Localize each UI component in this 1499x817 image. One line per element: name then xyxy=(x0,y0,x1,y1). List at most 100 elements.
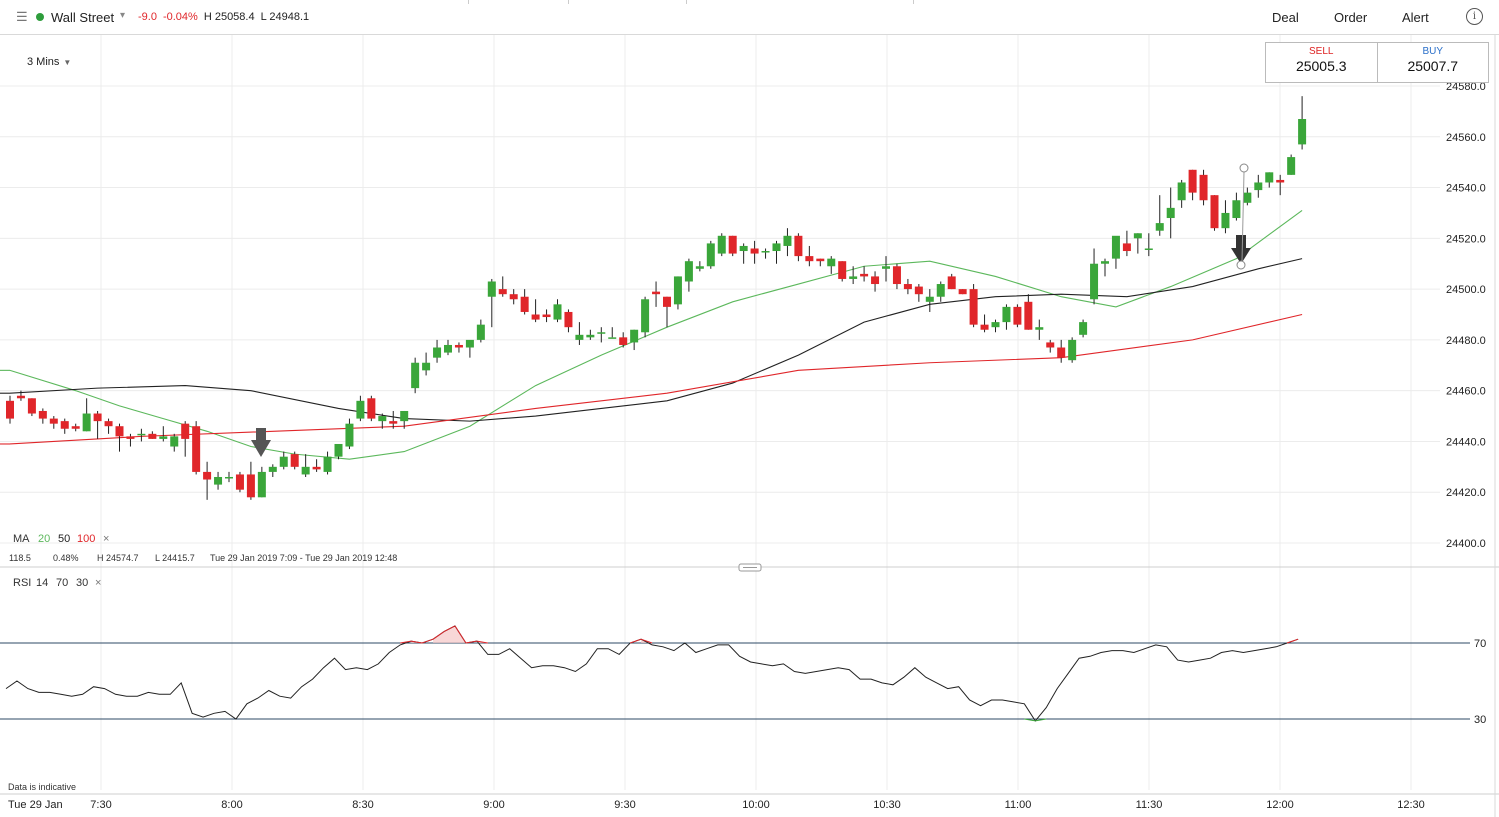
moving-averages xyxy=(0,209,1303,460)
candle-body xyxy=(268,466,277,472)
candle xyxy=(1177,179,1186,208)
rsi-param-14[interactable]: 14 xyxy=(36,577,48,589)
tab-deal[interactable]: Deal xyxy=(1272,10,1299,25)
candle xyxy=(520,289,529,315)
candle xyxy=(1079,319,1088,338)
price-tick-label: 24560.0 xyxy=(1446,132,1486,144)
chevron-down-icon[interactable]: ▾ xyxy=(120,10,126,21)
close-icon[interactable]: × xyxy=(103,533,109,545)
candle xyxy=(181,421,190,457)
ma-period-50[interactable]: 50 xyxy=(58,533,70,545)
candle xyxy=(1221,200,1230,234)
candle-body xyxy=(1254,182,1263,191)
tab-alert[interactable]: Alert xyxy=(1402,10,1429,25)
candle-body xyxy=(71,426,80,429)
candle-body xyxy=(454,344,463,348)
candle-body xyxy=(903,284,912,290)
candle xyxy=(422,352,431,376)
marker-handle-icon[interactable] xyxy=(1236,260,1246,270)
rsi-param-30[interactable]: 30 xyxy=(76,577,88,589)
ma-period-100[interactable]: 100 xyxy=(77,533,95,545)
candle xyxy=(772,240,781,264)
candle xyxy=(1232,192,1241,221)
candle-body xyxy=(608,337,617,339)
candle-body xyxy=(82,413,91,432)
rsi-overbought-segment xyxy=(1286,638,1299,644)
candle xyxy=(586,329,595,340)
candle-body xyxy=(1177,182,1186,201)
price-tick-label: 24540.0 xyxy=(1446,183,1486,195)
close-icon[interactable]: × xyxy=(95,577,101,589)
info-icon[interactable]: i xyxy=(1466,8,1483,25)
candle xyxy=(498,276,507,297)
time-tick-label: 9:00 xyxy=(483,799,504,811)
candle-body xyxy=(597,332,606,334)
candle xyxy=(1287,154,1296,175)
candle-body xyxy=(378,416,387,422)
candle xyxy=(1155,195,1164,236)
candle-body xyxy=(991,322,1000,328)
range-period: Tue 29 Jan 2019 7:09 - Tue 29 Jan 2019 1… xyxy=(210,553,397,563)
rsi-overbought-segment xyxy=(476,640,488,644)
candle-body xyxy=(356,400,365,419)
candle xyxy=(126,433,135,447)
candle-body xyxy=(575,334,584,340)
time-tick-label: 10:00 xyxy=(742,799,770,811)
candle xyxy=(1265,172,1274,188)
chart-grid xyxy=(0,35,1440,790)
sell-button[interactable]: SELL 25005.3 xyxy=(1266,43,1378,82)
candle xyxy=(564,309,573,333)
candle xyxy=(925,289,934,312)
buy-button[interactable]: BUY 25007.7 xyxy=(1378,43,1489,82)
candle xyxy=(608,327,617,339)
candle-body xyxy=(684,261,693,282)
market-name[interactable]: Wall Street xyxy=(51,10,115,25)
candle xyxy=(1166,187,1175,239)
candle-body xyxy=(1166,207,1175,219)
candle xyxy=(673,276,682,310)
candle-body xyxy=(411,362,420,389)
candle-body xyxy=(334,443,343,457)
candle-body xyxy=(1188,169,1197,193)
time-tick-label: 12:00 xyxy=(1266,799,1294,811)
candle-body xyxy=(465,339,474,348)
candle xyxy=(246,461,255,500)
candle-body xyxy=(487,281,496,297)
candle xyxy=(892,263,901,290)
pane-dividers xyxy=(0,35,1499,817)
tab-divider xyxy=(468,0,469,4)
candle xyxy=(805,245,814,267)
candle xyxy=(531,299,540,323)
candle xyxy=(27,398,36,417)
candle-body xyxy=(60,421,69,429)
candle xyxy=(903,278,912,295)
candle xyxy=(717,233,726,257)
candle-body xyxy=(1133,233,1142,239)
rsi-param-70[interactable]: 70 xyxy=(56,577,68,589)
tab-order[interactable]: Order xyxy=(1334,10,1368,25)
hamburger-menu-icon[interactable]: ☰ xyxy=(16,9,28,24)
candle-body xyxy=(882,266,890,269)
candle-body xyxy=(312,466,321,470)
candle xyxy=(49,416,58,429)
candle xyxy=(1002,304,1011,330)
candle-body xyxy=(641,299,650,333)
candle-body xyxy=(914,286,923,295)
candle xyxy=(411,357,420,394)
candle xyxy=(641,296,650,338)
ma-period-20[interactable]: 20 xyxy=(38,533,50,545)
candle-body xyxy=(564,311,573,328)
candle-body xyxy=(203,471,212,480)
candle-body xyxy=(301,466,310,475)
rsi-overbought-segment xyxy=(421,638,434,644)
candle xyxy=(684,258,693,292)
marker-handle-icon[interactable] xyxy=(1239,163,1249,173)
candle xyxy=(487,278,496,328)
candle xyxy=(958,289,967,295)
candle-body xyxy=(761,251,770,253)
timeframe-selector[interactable]: 3 Mins ▼ xyxy=(27,56,71,68)
candle xyxy=(1101,258,1109,277)
candle xyxy=(16,390,25,401)
range-value: 118.5 xyxy=(9,553,31,563)
